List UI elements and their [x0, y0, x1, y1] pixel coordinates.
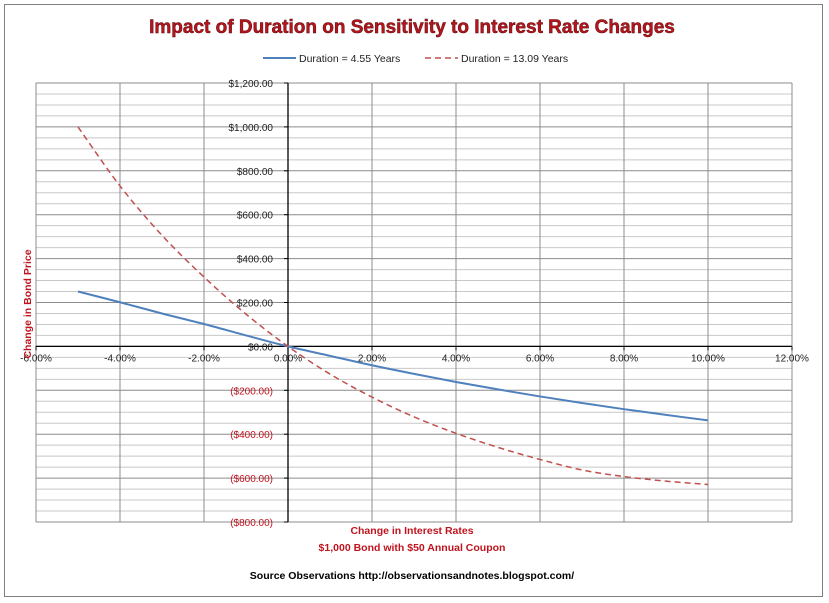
y-tick-label: ($600.00) — [230, 474, 273, 485]
source-caption: Source Observations http://observationsa… — [250, 570, 574, 582]
x-tick-label: 12.00% — [775, 353, 809, 364]
legend: Duration = 4.55 Years Duration = 13.09 Y… — [263, 53, 568, 65]
x-tick-label: -2.00% — [188, 353, 220, 364]
chart-frame — [4, 4, 823, 597]
series-line-1 — [77, 126, 709, 486]
y-tick-label: ($400.00) — [230, 430, 273, 441]
series-lines — [77, 126, 709, 486]
y-tick-label: $1,000.00 — [229, 123, 274, 134]
x-axis-sublabel: $1,000 Bond with $50 Annual Coupon — [319, 542, 506, 554]
y-tick-label: $200.00 — [237, 299, 274, 310]
y-axis-label: Change in Bond Price — [22, 249, 34, 358]
x-tick-label: -4.00% — [104, 353, 136, 364]
x-tick-label: 6.00% — [526, 353, 554, 364]
y-tick-label: ($800.00) — [230, 518, 273, 529]
tick-labels: -6.00% -4.00% -2.00% 0.00% 2.00% 4.00% 6.00% 8.… — [20, 79, 809, 529]
y-tick-label: $0.00 — [248, 342, 273, 353]
y-tick-label: ($200.00) — [230, 386, 273, 397]
x-axis-label: Change in Interest Rates — [350, 525, 473, 537]
x-tick-label: 2.00% — [358, 353, 386, 364]
series-line-0 — [77, 290, 709, 422]
gridlines — [35, 82, 793, 523]
y-tick-label: $800.00 — [237, 167, 274, 178]
x-tick-label: -6.00% — [20, 353, 52, 364]
x-tick-label: 0.00% — [274, 353, 302, 364]
y-tick-label: $600.00 — [237, 211, 274, 222]
y-tick-label: $400.00 — [237, 255, 274, 266]
x-tick-label: 10.00% — [691, 353, 725, 364]
x-tick-label: 4.00% — [442, 353, 470, 364]
y-tick-label: $1,200.00 — [229, 79, 274, 90]
chart-title: Impact of Duration on Sensitivity to Int… — [149, 17, 675, 38]
x-tick-label: 8.00% — [610, 353, 638, 364]
legend-label-duration-13-09: Duration = 13.09 Years — [461, 53, 568, 65]
axes — [35, 82, 793, 523]
legend-label-duration-4-55: Duration = 4.55 Years — [299, 53, 400, 65]
